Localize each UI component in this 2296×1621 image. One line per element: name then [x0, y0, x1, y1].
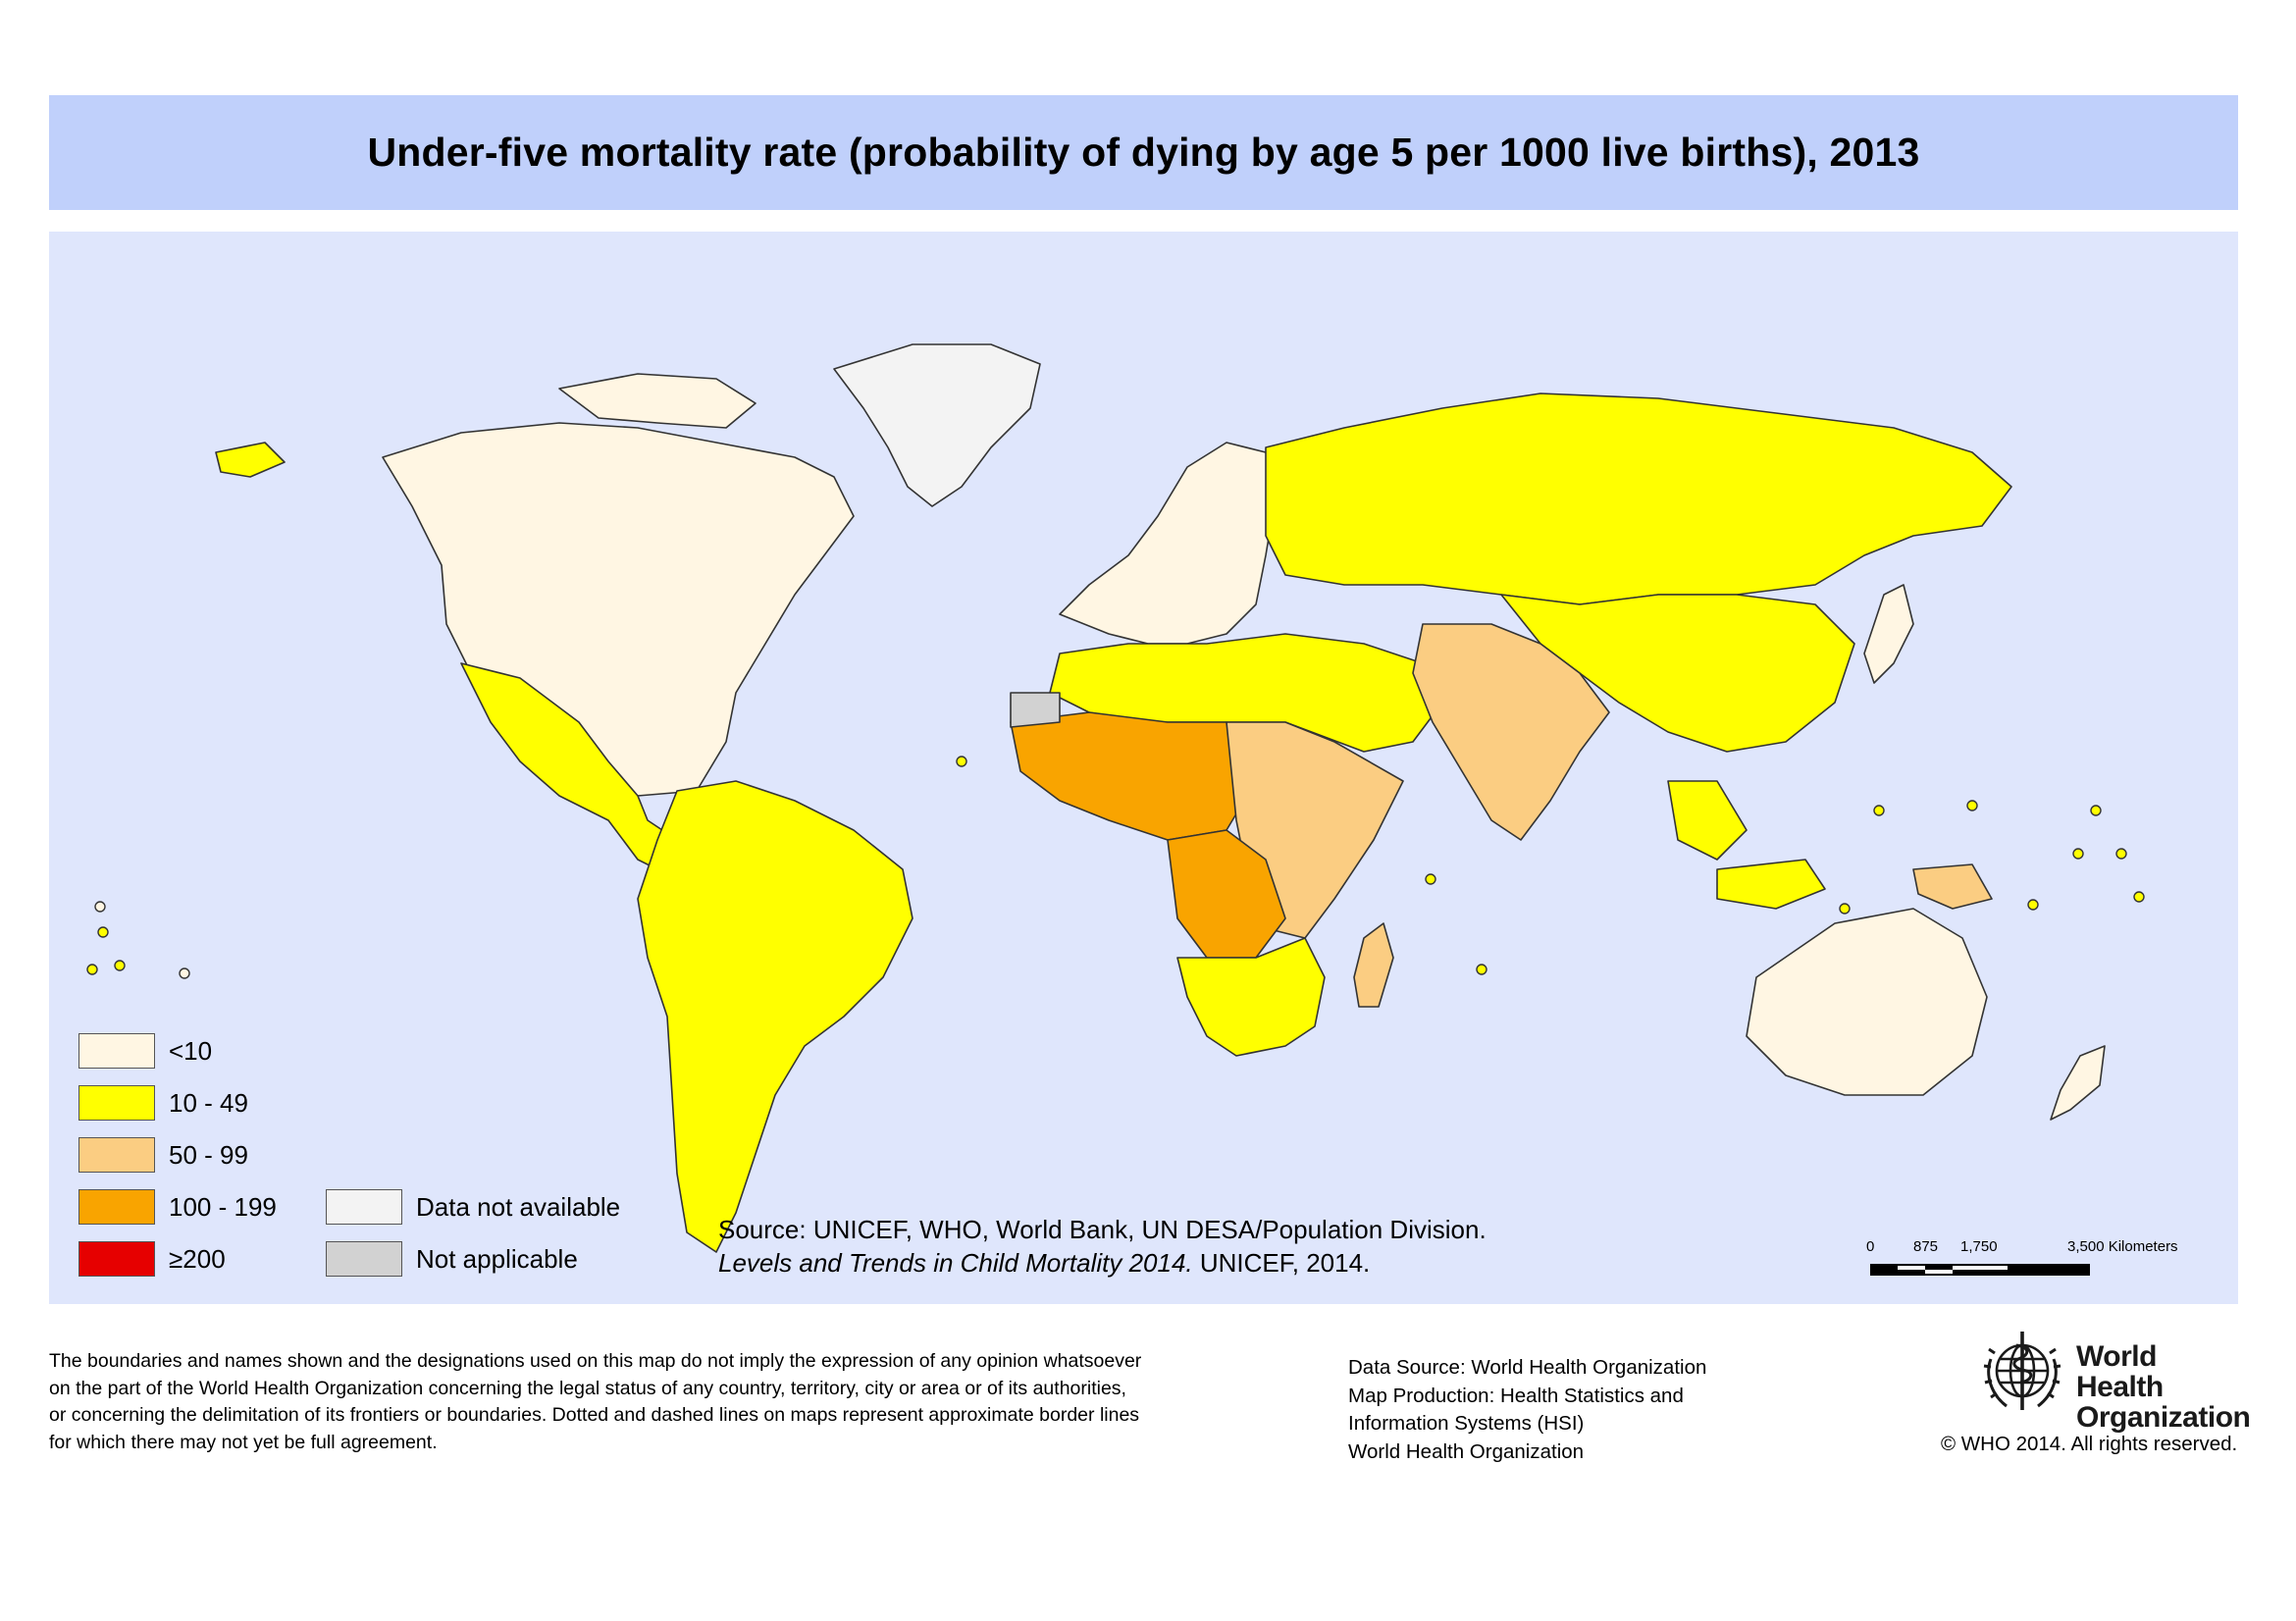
disclaimer: The boundaries and names shown and the d…	[49, 1348, 1246, 1456]
scale-tick-0: 0	[1866, 1238, 1875, 1255]
scale-bar: 0 875 1,750 3,500 Kilometers	[1864, 1238, 2257, 1297]
source-publisher: UNICEF, 2014.	[1192, 1248, 1371, 1278]
disclaimer-line: The boundaries and names shown and the d…	[49, 1350, 1142, 1372]
legend-swatch	[326, 1189, 402, 1225]
legend-label: ≥200	[169, 1243, 226, 1274]
legend-label: Not applicable	[416, 1243, 578, 1274]
who-wordmark-line-2: Organization	[2076, 1401, 2251, 1434]
scale-bar-graphic	[1870, 1264, 2090, 1276]
region-canada-islands	[558, 373, 757, 429]
legend-item-10-49: 10 - 49	[78, 1084, 248, 1122]
scale-tick-1750: 1,750	[1960, 1238, 1998, 1255]
source-line-1: Source: UNICEF, WHO, World Bank, UN DESA…	[718, 1215, 1487, 1244]
who-logo: World Health Organization	[1975, 1324, 2251, 1433]
legend-item-not-applicable: Not applicable	[326, 1240, 578, 1278]
region-china	[1500, 594, 1855, 753]
legend-label: 50 - 99	[169, 1139, 248, 1170]
small-islands	[86, 756, 2145, 979]
region-southeast-asia	[1667, 780, 1826, 910]
map-title: Under-five mortality rate (probability o…	[367, 130, 1920, 175]
legend-label: Data not available	[416, 1191, 621, 1222]
source-line-2: Levels and Trends in Child Mortality 201…	[718, 1246, 1487, 1280]
scale-tick-875: 875	[1913, 1238, 1939, 1255]
legend-swatch	[78, 1137, 155, 1173]
who-wordmark-line-1: World Health	[2076, 1340, 2164, 1403]
region-north-america	[382, 422, 855, 797]
legend-swatch	[78, 1085, 155, 1121]
legend-item-50-99: 50 - 99	[78, 1136, 248, 1174]
legend-swatch	[78, 1189, 155, 1225]
region-west-africa	[1010, 711, 1257, 841]
region-central-africa	[1167, 829, 1286, 959]
disclaimer-line: on the part of the World Health Organiza…	[49, 1377, 1126, 1399]
credits-line: World Health Organization	[1348, 1439, 1585, 1463]
region-southern-africa	[1176, 937, 1326, 1057]
region-south-america	[637, 780, 913, 1253]
title-band: Under-five mortality rate (probability o…	[49, 95, 2238, 210]
credits-line: Data Source: World Health Organization	[1348, 1356, 1707, 1379]
legend-swatch	[78, 1033, 155, 1069]
legend-label: <10	[169, 1035, 213, 1066]
credits-line: Map Production: Health Statistics and	[1348, 1384, 1684, 1407]
world-map	[86, 343, 2145, 1253]
legend-label: 100 - 199	[169, 1191, 277, 1222]
region-europe	[1059, 442, 1277, 645]
legend-item-100-199: 100 - 199	[78, 1188, 277, 1226]
region-madagascar	[1353, 922, 1394, 1008]
disclaimer-line: or concerning the delimitation of its fr…	[49, 1404, 1140, 1426]
who-wordmark: World Health Organization	[2076, 1340, 2251, 1434]
map-credits: Data Source: World Health Organization M…	[1348, 1354, 1706, 1466]
region-south-asia	[1412, 623, 1610, 841]
legend-label: 10 - 49	[169, 1087, 248, 1118]
region-alaska-west	[215, 442, 286, 478]
region-russia	[1265, 392, 2012, 605]
region-australia	[1746, 908, 1988, 1096]
legend-swatch	[78, 1241, 155, 1277]
map-panel	[49, 232, 2238, 1304]
source-report-title: Levels and Trends in Child Mortality 201…	[718, 1248, 1193, 1278]
legend-item-data-not-available: Data not available	[326, 1188, 620, 1226]
legend-item-gte200: ≥200	[78, 1240, 226, 1278]
region-new-zealand	[2050, 1045, 2106, 1121]
disclaimer-line: for which there may not yet be full agre…	[49, 1431, 438, 1453]
region-papua-new-guinea	[1912, 863, 1993, 910]
source-note: Source: UNICEF, WHO, World Bank, UN DESA…	[718, 1213, 1487, 1280]
region-western-sahara	[1010, 692, 1061, 728]
copyright: © WHO 2014. All rights reserved.	[1941, 1433, 2238, 1455]
credits-line: Information Systems (HSI)	[1348, 1412, 1585, 1435]
who-emblem-icon	[1983, 1332, 2061, 1410]
legend-item-lt10: <10	[78, 1032, 212, 1070]
region-japan	[1863, 584, 1914, 684]
region-greenland	[833, 343, 1041, 507]
scale-tick-3500: 3,500 Kilometers	[2067, 1238, 2178, 1255]
legend-swatch	[326, 1241, 402, 1277]
